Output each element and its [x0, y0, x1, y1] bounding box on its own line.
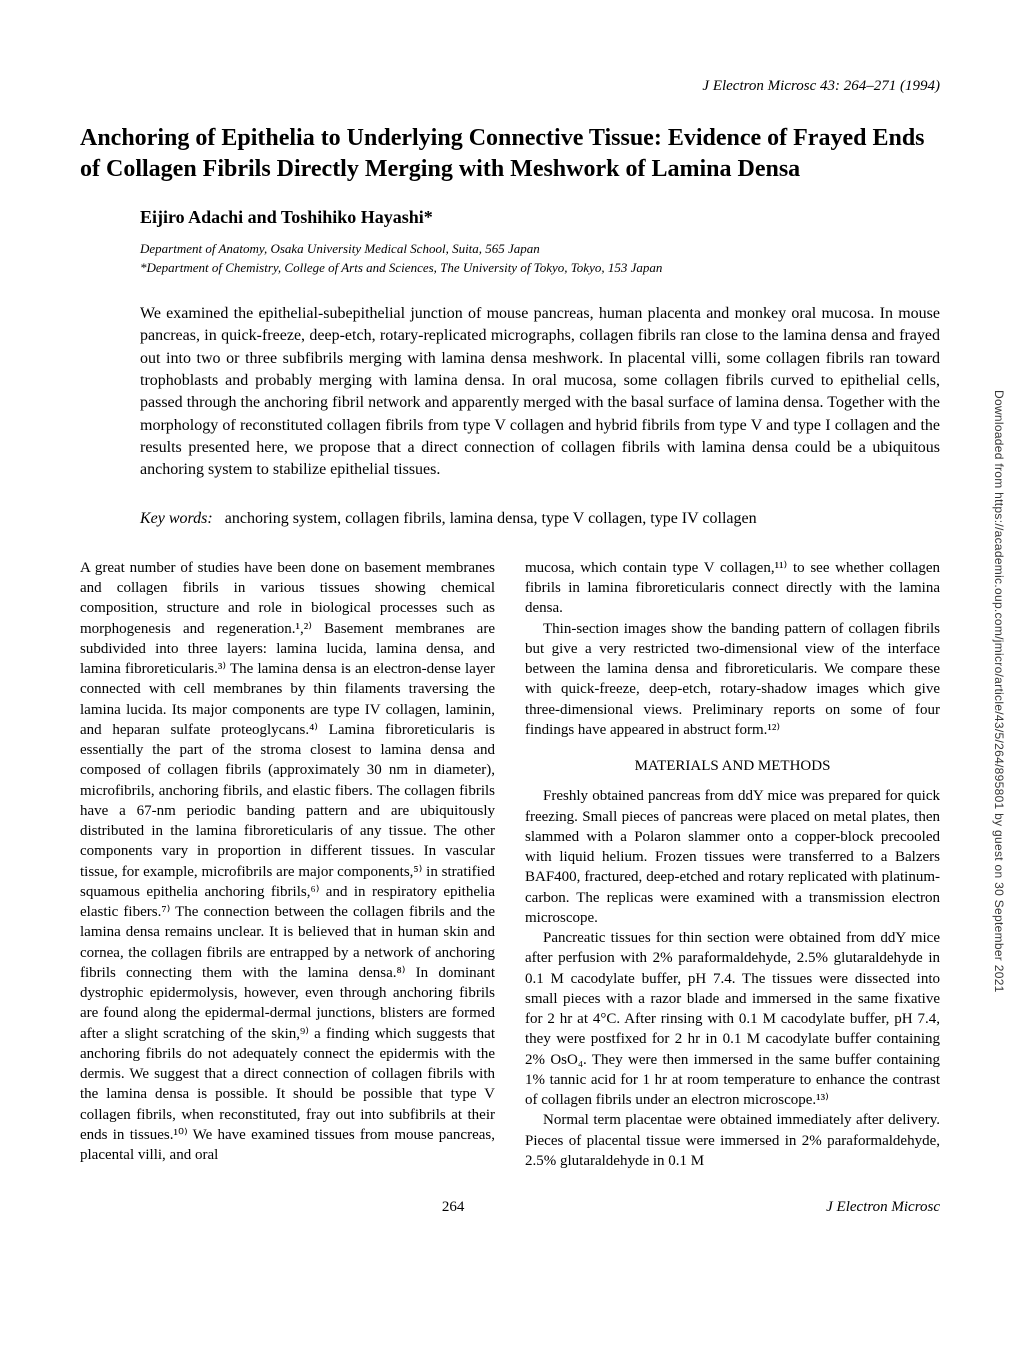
col2-paragraph-4: Pancreatic tissues for thin section were…	[525, 928, 940, 1110]
abstract-text: We examined the epithelial-subepithelial…	[140, 303, 940, 482]
body-columns: A great number of studies have been done…	[80, 558, 940, 1171]
keywords-line: Key words: anchoring system, collagen fi…	[140, 510, 940, 528]
page-number: 264	[80, 1199, 826, 1216]
materials-methods-heading: MATERIALS AND METHODS	[525, 756, 940, 776]
journal-page: J Electron Microsc 43: 264–271 (1994) An…	[0, 0, 1020, 1256]
keywords-text	[217, 510, 225, 527]
column-left: A great number of studies have been done…	[80, 558, 495, 1171]
col2-paragraph-2: Thin-section images show the banding pat…	[525, 619, 940, 741]
affiliation-2: *Department of Chemistry, College of Art…	[140, 259, 940, 277]
keywords-values: anchoring system, collagen fibrils, lami…	[225, 510, 757, 527]
authors-line: Eijiro Adachi and Toshihiko Hayashi*	[140, 207, 940, 228]
journal-header: J Electron Microsc 43: 264–271 (1994)	[80, 78, 940, 95]
keywords-label: Key words:	[140, 510, 213, 527]
intro-paragraph: A great number of studies have been done…	[80, 558, 495, 1166]
affiliations-block: Department of Anatomy, Osaka University …	[140, 240, 940, 276]
col2-paragraph-1: mucosa, which contain type V collagen,¹¹…	[525, 558, 940, 619]
footer-journal-name: J Electron Microsc	[826, 1199, 940, 1216]
download-watermark: Downloaded from https://academic.oup.com…	[992, 390, 1006, 993]
affiliation-1: Department of Anatomy, Osaka University …	[140, 240, 940, 258]
page-footer: 264 J Electron Microsc	[80, 1199, 940, 1216]
article-title: Anchoring of Epithelia to Underlying Con…	[80, 123, 940, 185]
col2-paragraph-3: Freshly obtained pancreas from ddY mice …	[525, 786, 940, 928]
column-right: mucosa, which contain type V collagen,¹¹…	[525, 558, 940, 1171]
col2-paragraph-5: Normal term placentae were obtained imme…	[525, 1110, 940, 1171]
